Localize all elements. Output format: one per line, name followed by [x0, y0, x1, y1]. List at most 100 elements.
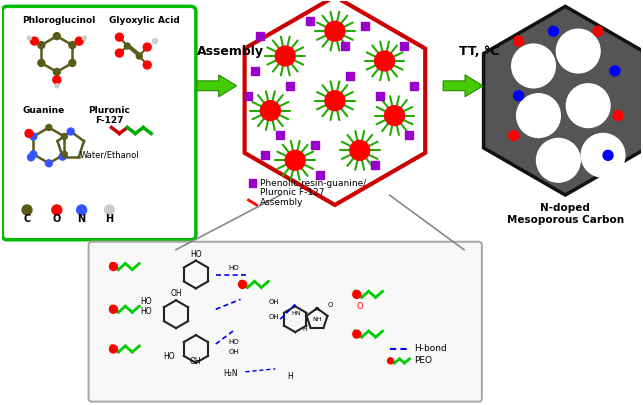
Circle shape	[22, 205, 32, 215]
Circle shape	[566, 84, 610, 128]
Circle shape	[30, 151, 37, 158]
Circle shape	[69, 60, 76, 66]
Circle shape	[275, 46, 295, 66]
Circle shape	[375, 51, 395, 71]
Bar	[346, 72, 354, 80]
Circle shape	[38, 42, 45, 49]
Text: H₂N: H₂N	[223, 369, 238, 378]
Text: Phloroglucinol: Phloroglucinol	[22, 16, 95, 25]
Bar	[341, 42, 349, 50]
Polygon shape	[197, 75, 237, 97]
Circle shape	[105, 205, 114, 215]
Circle shape	[61, 151, 68, 157]
Bar	[251, 67, 259, 75]
Bar	[406, 132, 413, 139]
Text: H: H	[303, 327, 307, 332]
Bar	[262, 151, 269, 159]
Text: HN: HN	[291, 311, 301, 316]
Text: O: O	[53, 214, 61, 224]
Circle shape	[385, 106, 404, 126]
Circle shape	[28, 154, 35, 161]
Circle shape	[27, 36, 32, 40]
Circle shape	[30, 37, 39, 45]
Text: O: O	[327, 302, 332, 308]
Text: N-doped
Mesoporous Carbon: N-doped Mesoporous Carbon	[507, 203, 624, 225]
Circle shape	[124, 43, 131, 49]
Circle shape	[325, 21, 345, 41]
Circle shape	[581, 134, 625, 177]
Text: OH: OH	[229, 349, 239, 355]
Text: PEO: PEO	[414, 356, 432, 365]
Circle shape	[68, 128, 74, 135]
Bar	[361, 22, 368, 30]
Text: N: N	[78, 214, 86, 224]
Bar	[248, 179, 257, 187]
Circle shape	[353, 290, 361, 298]
Circle shape	[143, 61, 151, 69]
Circle shape	[388, 358, 394, 364]
Bar	[257, 32, 264, 40]
Circle shape	[59, 153, 66, 160]
FancyBboxPatch shape	[89, 242, 482, 402]
Text: O: O	[356, 302, 363, 311]
Text: HO: HO	[229, 339, 239, 345]
Text: HO: HO	[140, 297, 152, 306]
Text: C: C	[23, 214, 31, 224]
Circle shape	[77, 205, 87, 215]
Text: Glyoxylic Acid: Glyoxylic Acid	[109, 16, 180, 25]
Text: N: N	[314, 307, 320, 312]
Circle shape	[353, 330, 361, 338]
Circle shape	[69, 42, 76, 49]
Circle shape	[514, 91, 523, 101]
Text: HO: HO	[163, 352, 175, 361]
Circle shape	[613, 111, 623, 121]
Circle shape	[517, 94, 560, 137]
Text: H: H	[105, 214, 114, 224]
Text: Pluronic F-127: Pluronic F-127	[260, 188, 325, 196]
Bar	[410, 82, 419, 90]
Circle shape	[53, 76, 61, 84]
Bar	[401, 42, 408, 50]
Text: HO: HO	[190, 249, 202, 259]
Circle shape	[593, 26, 603, 36]
Circle shape	[109, 262, 118, 271]
Text: H-bond: H-bond	[414, 345, 447, 354]
Circle shape	[152, 38, 158, 44]
Text: OH: OH	[190, 357, 202, 366]
Circle shape	[556, 29, 600, 73]
Circle shape	[109, 305, 118, 313]
Text: NH: NH	[312, 317, 322, 322]
Polygon shape	[443, 75, 483, 97]
Circle shape	[239, 280, 246, 288]
Circle shape	[512, 44, 556, 88]
Circle shape	[260, 101, 280, 121]
Circle shape	[143, 43, 151, 51]
Bar	[286, 82, 294, 90]
Circle shape	[116, 49, 123, 57]
Circle shape	[38, 60, 45, 66]
Circle shape	[52, 205, 62, 215]
Circle shape	[603, 150, 613, 160]
Circle shape	[536, 139, 580, 182]
Circle shape	[136, 53, 142, 59]
Circle shape	[548, 26, 558, 36]
Circle shape	[61, 134, 68, 139]
Circle shape	[25, 130, 33, 137]
Circle shape	[350, 141, 370, 160]
Text: OH: OH	[268, 314, 279, 320]
Circle shape	[53, 68, 60, 75]
FancyBboxPatch shape	[2, 6, 196, 240]
Circle shape	[46, 160, 52, 167]
Text: HO: HO	[229, 264, 239, 271]
Circle shape	[30, 133, 37, 140]
Text: TT, °C: TT, °C	[459, 45, 500, 58]
Text: OH: OH	[268, 299, 279, 305]
Bar	[316, 171, 324, 179]
Circle shape	[53, 33, 60, 40]
Circle shape	[109, 345, 118, 353]
Text: Assembly: Assembly	[197, 45, 264, 58]
Text: Water/Ethanol: Water/Ethanol	[80, 150, 140, 159]
Text: Assembly: Assembly	[260, 198, 304, 207]
Circle shape	[509, 130, 519, 141]
Circle shape	[514, 36, 523, 46]
